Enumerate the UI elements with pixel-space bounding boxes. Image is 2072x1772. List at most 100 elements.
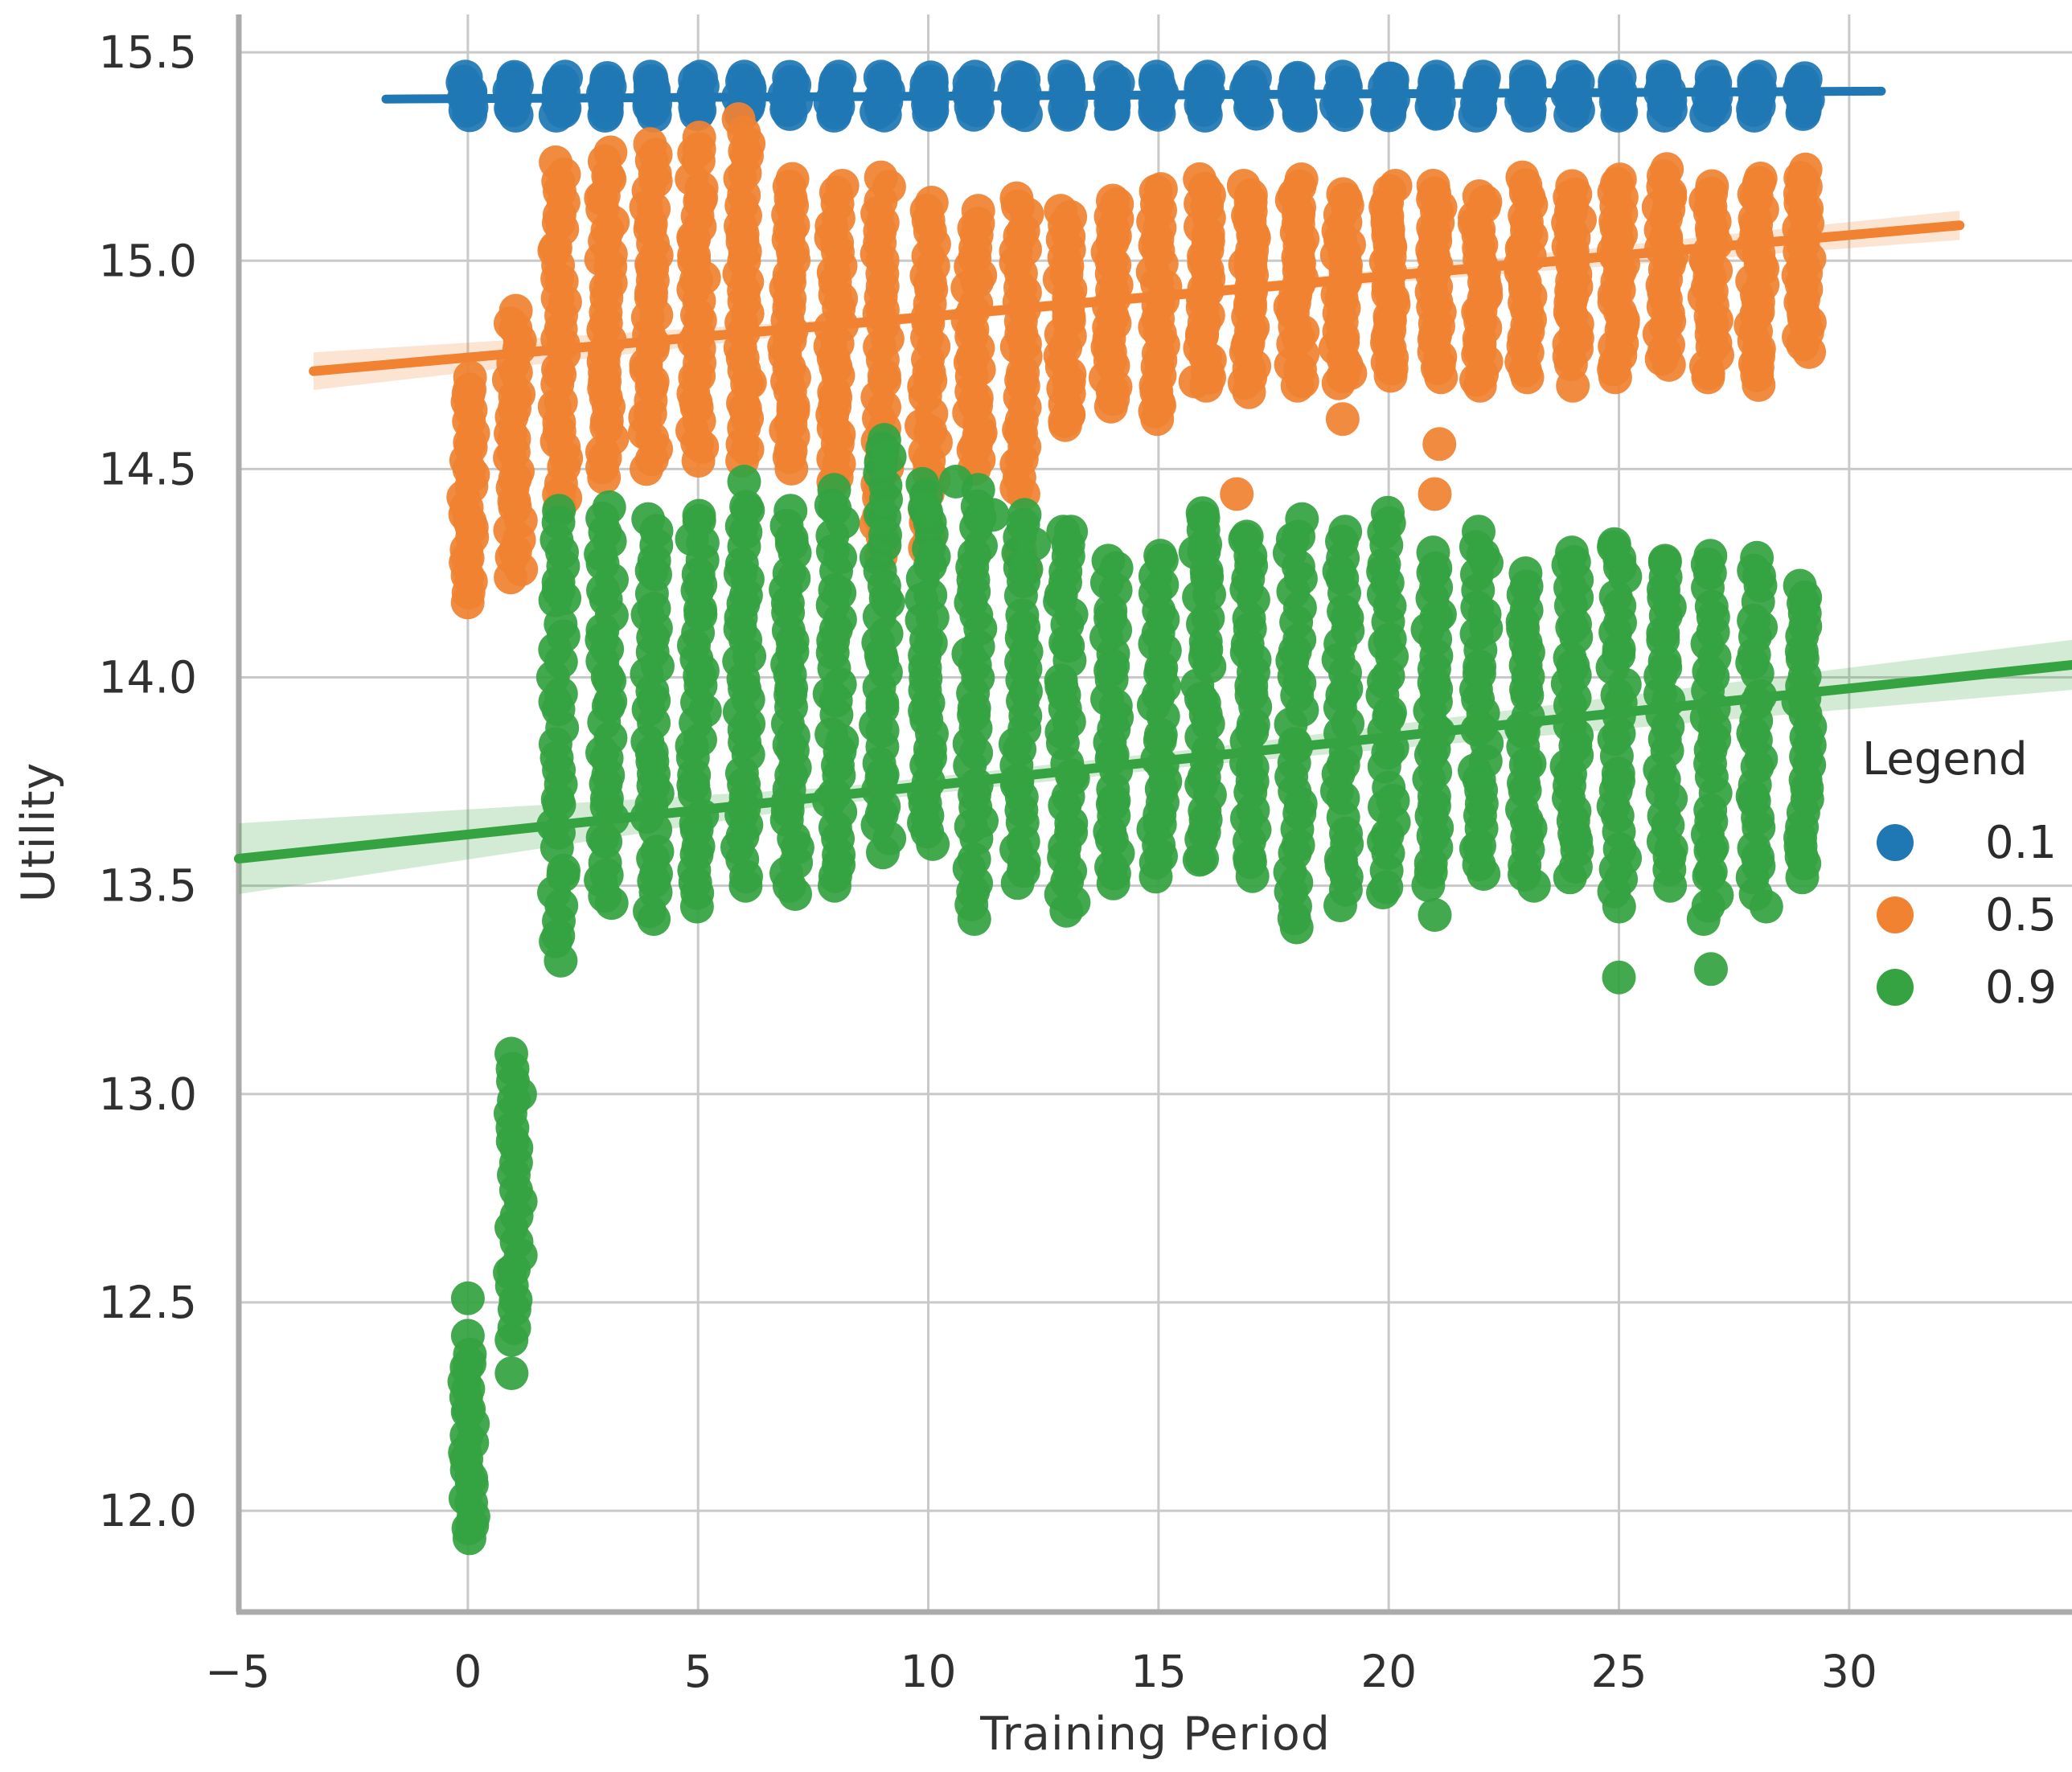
legend-title: Legend [1862,733,2028,786]
data-point [864,160,898,195]
x-tick-label: 25 [1591,1646,1647,1697]
legend-entry-label: 0.1 [1984,816,2057,869]
data-point [539,145,573,179]
x-tick-label: 5 [684,1646,712,1697]
data-point [1695,169,1729,203]
data-point [1044,194,1078,228]
data-point [1741,59,1777,96]
x-tick-label: 10 [901,1646,957,1697]
data-point [1602,960,1636,995]
data-point [447,59,483,96]
data-point [1236,59,1272,96]
data-point [1556,368,1590,403]
legend-marker-green-icon [1877,969,1914,1006]
data-point [1650,152,1684,187]
data-point [1178,535,1212,570]
data-point [1091,543,1126,578]
data-point [542,494,576,528]
data-point [1693,539,1728,573]
regression-line [381,86,1886,104]
y-tick-label: 13.0 [99,1069,197,1120]
x-tick-label: 30 [1821,1646,1877,1697]
data-point [817,473,851,507]
legend-marker-blue-icon [1877,824,1914,861]
data-point [1505,160,1540,195]
data-point [1551,548,1586,582]
data-point [1017,527,1052,561]
data-point [1508,59,1545,96]
data-point [865,431,900,466]
data-point [1139,59,1175,96]
data-point [1000,60,1036,96]
x-tick-label: 20 [1360,1646,1417,1697]
data-point [633,127,667,162]
data-point [1465,59,1501,96]
data-point [975,498,1010,532]
data-point [938,465,973,498]
x-tick-label: 0 [453,1646,482,1697]
data-point [1788,152,1823,187]
data-point [962,419,996,453]
data-point [999,181,1034,215]
data-point [1378,169,1413,203]
data-point [961,194,995,228]
data-point [1749,889,1783,924]
data-point [1694,59,1730,96]
legend-entry-label: 0.9 [1984,961,2057,1014]
data-point [905,466,940,501]
data-point [1096,183,1130,218]
data-point [1601,59,1637,96]
data-point [1285,502,1319,536]
data-point [1279,60,1315,96]
y-tick-label: 13.5 [99,860,197,912]
legend: Legend 0.1 0.5 0.9 [1862,733,2062,1023]
data-point [957,385,991,420]
data-point [1743,162,1778,195]
y-tick-label: 14.0 [99,652,197,703]
y-axis-title: Utility [12,761,65,903]
legend-entry-label: 0.5 [1984,888,2057,941]
data-point [1372,61,1409,97]
regression-line [309,220,1965,376]
data-point [682,498,716,533]
data-point [496,59,532,96]
data-point [957,59,993,96]
legend-marker-orange-icon [1877,896,1914,933]
data-point [729,490,764,524]
y-tick-label: 12.0 [99,1485,197,1536]
data-point [775,162,810,196]
data-point [1047,59,1083,96]
data-point [1645,59,1681,96]
data-point [1143,539,1178,573]
data-point [1325,402,1360,437]
data-point [453,360,487,395]
data-point [494,1356,529,1390]
data-point [825,169,860,203]
data-point [1740,540,1775,575]
data-point [1007,498,1042,532]
data-point [1178,364,1212,399]
data-point [1284,162,1319,196]
data-point [1226,169,1261,203]
data-point [957,902,991,937]
data-point [1602,162,1637,197]
data-point [721,102,756,137]
data-point [548,581,582,616]
data-point [633,59,668,96]
data-point [1647,543,1682,578]
data-point [682,59,718,96]
data-point [1783,568,1817,603]
data-point [1508,556,1543,590]
data-point [1418,59,1455,96]
data-point [727,465,761,498]
x-tick-label: 15 [1130,1646,1187,1697]
legend-entry-0.5: 0.5 [1862,879,2062,951]
data-point [589,61,626,96]
data-point [1555,169,1590,203]
x-tick-label: −5 [205,1646,270,1697]
data-point [1054,515,1089,549]
data-point [548,59,583,96]
data-point [1093,60,1129,96]
data-point [1324,59,1360,96]
